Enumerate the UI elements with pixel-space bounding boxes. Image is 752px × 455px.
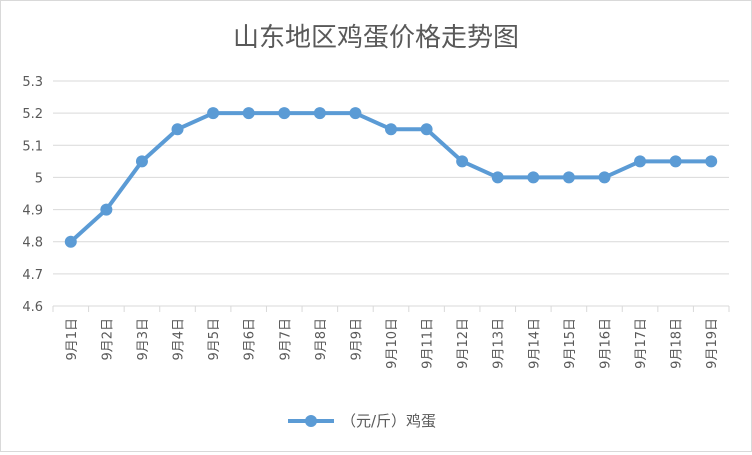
x-tick-label: 9月6日 [243,318,258,361]
data-point [64,235,77,248]
legend-label: （元/斤）鸡蛋 [341,412,436,430]
x-tick-label: 9月5日 [207,318,222,361]
x-tick-label: 9月13日 [492,318,507,369]
x-axis-ticks: 9月1日 9月2日 9月3日 9月4日 9月5日 9月6日 9月7日 9月8日 9月9日 9月10… [65,318,720,369]
y-tick-label: 5.1 [22,139,43,154]
data-point [313,107,326,120]
y-axis-ticks: 4.6 4.7 4.8 4.9 5 5.1 5.2 5.3 [22,75,43,315]
x-tick-label: 9月17日 [634,318,649,369]
data-point [278,107,291,120]
y-tick-label: 5.3 [22,75,43,90]
x-tick-label: 9月3日 [136,318,151,361]
data-point [598,171,611,184]
x-tick-label: 9月15日 [563,318,578,369]
data-point [669,155,682,168]
x-tick-label: 9月2日 [100,318,115,361]
y-tick-label: 5.2 [22,107,43,122]
x-tick-label: 9月7日 [278,318,293,361]
x-tick-label: 9月9日 [349,318,364,361]
data-point [456,155,469,168]
y-tick-label: 5 [35,171,43,186]
legend: （元/斤）鸡蛋 [288,412,436,430]
y-tick-label: 4.8 [22,236,43,251]
data-point [100,203,113,216]
x-tick-label: 9月18日 [670,318,685,369]
data-point [171,123,184,136]
legend-point-marker [305,415,317,427]
x-tick-label: 9月1日 [65,318,80,361]
y-tick-label: 4.7 [22,268,43,283]
chart-title: 山东地区鸡蛋价格走势图 [233,23,519,53]
x-tick-label: 9月8日 [314,318,329,361]
data-point [135,155,148,168]
data-point [562,171,575,184]
data-point [349,107,362,120]
data-point [705,155,718,168]
x-tick-label: 9月11日 [421,318,436,369]
data-point [420,123,433,136]
data-point [634,155,647,168]
x-tick-label: 9月10日 [385,318,400,369]
x-tick-label: 9月4日 [172,318,187,361]
y-tick-label: 4.9 [22,204,43,219]
gridlines [52,80,730,312]
x-tick-label: 9月12日 [456,318,471,369]
x-tick-label: 9月16日 [598,318,613,369]
x-tick-label: 9月19日 [705,318,720,369]
data-point [207,107,220,120]
data-point [242,107,255,120]
data-point [491,171,504,184]
x-tick-label: 9月14日 [527,318,542,369]
data-point [527,171,540,184]
series-layer [64,107,718,248]
y-tick-label: 4.6 [22,300,43,315]
data-point [385,123,397,136]
